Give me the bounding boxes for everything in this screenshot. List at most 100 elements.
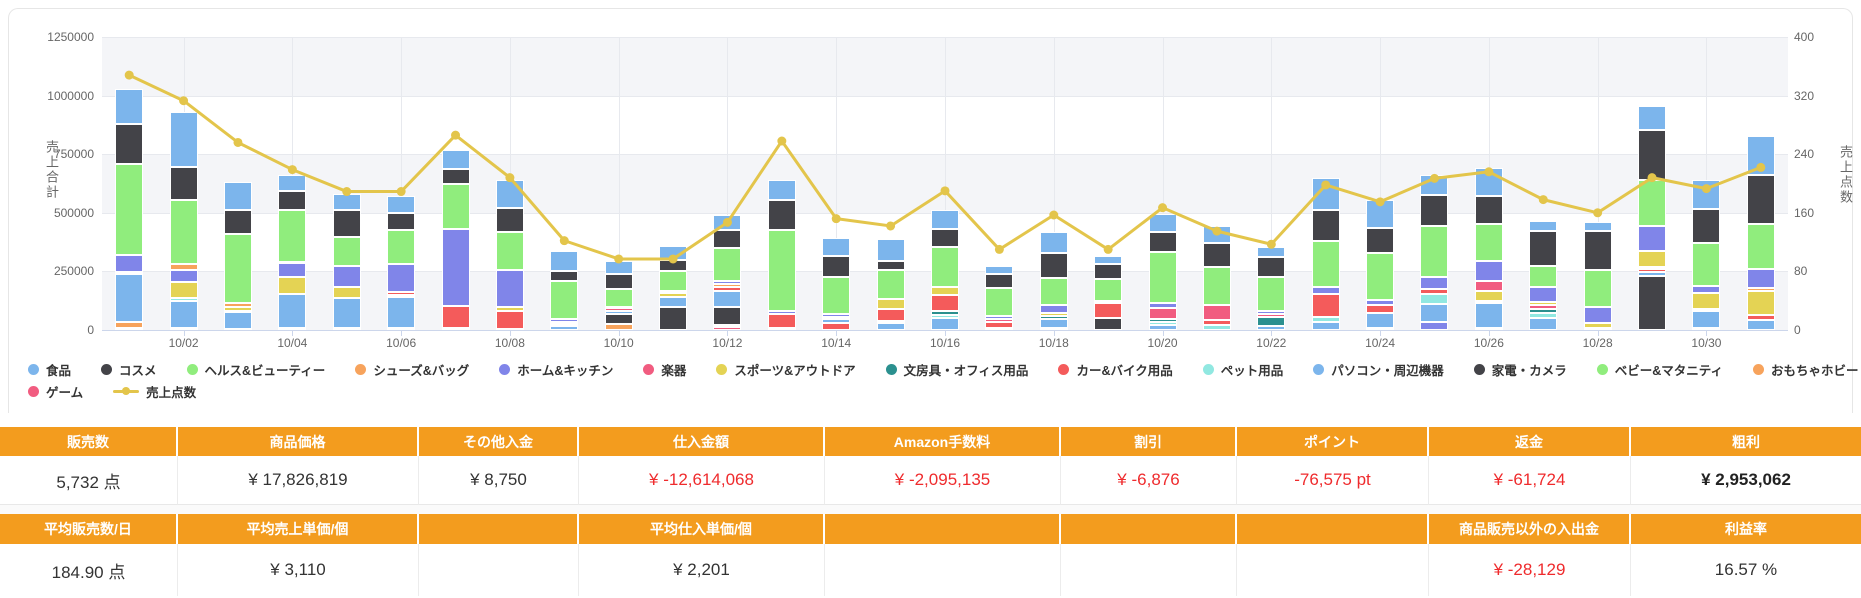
bar-segment-文房具・オフィス用品[interactable] (1474, 300, 1503, 304)
legend-item-売上点数[interactable]: 売上点数 (113, 382, 196, 401)
bar-segment-パソコン・周辺機器[interactable] (822, 318, 851, 324)
legend-item-ホーム&キッチン[interactable]: ホーム&キッチン (499, 360, 613, 379)
bar-segment-食品[interactable] (441, 149, 470, 170)
bar-segment-ヘルス&ビューティー[interactable] (1420, 226, 1449, 278)
bar-segment-コスメ[interactable] (495, 208, 524, 232)
bar-segment-パソコン・周辺機器[interactable] (332, 298, 361, 329)
bar-segment-食品[interactable] (1583, 222, 1612, 231)
bar-segment-コスメ[interactable] (767, 200, 796, 231)
bar-segment-パソコン・周辺機器[interactable] (1148, 325, 1177, 330)
bar-segment-パソコン・周辺機器[interactable] (659, 296, 688, 307)
bar-segment-スポーツ&アウトドア[interactable] (223, 307, 252, 311)
bar-segment-楽器[interactable] (1202, 305, 1231, 321)
bar-segment-ヘルス&ビューティー[interactable] (1257, 276, 1286, 311)
bar-segment-カー&バイク用品[interactable] (441, 305, 470, 329)
legend-item-家電・カメラ[interactable]: 家電・カメラ (1473, 360, 1567, 379)
bar-segment-食品[interactable] (1257, 247, 1286, 257)
bar-segment-パソコン・周辺機器[interactable] (550, 326, 579, 330)
bar-segment-楽器[interactable] (1474, 281, 1503, 291)
bar-segment-ペット用品[interactable] (1148, 321, 1177, 326)
bar-segment-食品[interactable] (495, 179, 524, 209)
legend-item-おもちゃホビー[interactable]: おもちゃホビー (1753, 360, 1859, 379)
bar-segment-コスメ[interactable] (1638, 130, 1667, 180)
bar-segment-コスメ[interactable] (1257, 256, 1286, 277)
bar-segment-ホーム&キッチン[interactable] (1366, 300, 1395, 306)
bar-segment-コスメ[interactable] (876, 261, 905, 271)
bar-segment-ヘルス&ビューティー[interactable] (550, 280, 579, 320)
bar-segment-パソコン・周辺機器[interactable] (1692, 311, 1721, 328)
bar-segment-コスメ[interactable] (822, 255, 851, 278)
bar-segment-カー&バイク用品[interactable] (767, 314, 796, 328)
bar-segment-パソコン・周辺機器[interactable] (1746, 320, 1775, 330)
bar-segment-スポーツ&アウトドア[interactable] (1583, 322, 1612, 328)
bar-segment-楽器[interactable] (1257, 314, 1286, 317)
bar-segment-食品[interactable] (985, 266, 1014, 275)
bar-segment-ホーム&キッチン[interactable] (115, 255, 144, 272)
bar-segment-ヘルス&ビューティー[interactable] (767, 230, 796, 311)
bar-segment-カー&バイク用品[interactable] (822, 323, 851, 330)
bar-segment-ヘルス&ビューティー[interactable] (985, 287, 1014, 316)
legend-item-ベビー&マタニティ[interactable]: ベビー&マタニティ (1596, 360, 1723, 379)
bar-segment-その他[interactable] (115, 328, 144, 331)
bar-segment-カー&バイク用品[interactable] (876, 308, 905, 321)
bar-segment-食品[interactable] (1529, 221, 1558, 232)
bar-segment-スポーツ&アウトドア[interactable] (1529, 301, 1558, 306)
bar-segment-食品[interactable] (1366, 199, 1395, 229)
bar-segment-パソコン・周辺機器[interactable] (713, 290, 742, 308)
bar-segment-その他[interactable] (1420, 321, 1449, 330)
bar-segment-ヘルス&ビューティー[interactable] (1583, 270, 1612, 307)
bar-segment-パソコン・周辺機器[interactable] (1420, 303, 1449, 322)
bar-segment-文房具・オフィス用品[interactable] (1529, 308, 1558, 314)
bar-segment-ホーム&キッチン[interactable] (713, 281, 742, 284)
bar-segment-ヘルス&ビューティー[interactable] (1529, 265, 1558, 288)
bar-segment-その他[interactable] (713, 324, 742, 328)
legend-item-コスメ[interactable]: コスメ (101, 360, 157, 379)
bar-segment-コスメ[interactable] (604, 273, 633, 289)
bar-segment-食品[interactable] (387, 196, 416, 213)
bar-segment-ヘルス&ビューティー[interactable] (1638, 179, 1667, 227)
bar-segment-ホーム&キッチン[interactable] (1583, 306, 1612, 323)
bar-segment-ペット用品[interactable] (169, 297, 198, 301)
bar-segment-食品[interactable] (1746, 136, 1775, 175)
bar-segment-食品[interactable] (1692, 179, 1721, 209)
bar-segment-パソコン・周辺機器[interactable] (115, 273, 144, 322)
bar-segment-ペット用品[interactable] (1529, 313, 1558, 319)
bar-segment-ヘルス&ビューティー[interactable] (115, 163, 144, 256)
legend-item-シューズ&バッグ[interactable]: シューズ&バッグ (355, 360, 469, 379)
bar-segment-楽器[interactable] (1094, 300, 1123, 304)
bar-segment-その他[interactable] (1474, 327, 1503, 330)
bar-segment-シューズ&バッグ[interactable] (1746, 288, 1775, 291)
bar-segment-食品[interactable] (169, 112, 198, 168)
bar-segment-ヘルス&ビューティー[interactable] (604, 288, 633, 307)
bar-segment-パソコン・周辺機器[interactable] (931, 317, 959, 330)
bar-segment-スポーツ&アウトドア[interactable] (931, 286, 959, 295)
bar-segment-食品[interactable] (1311, 177, 1340, 210)
bar-segment-コスメ[interactable] (931, 228, 959, 248)
bar-segment-コスメ[interactable] (332, 210, 361, 238)
bar-segment-シューズ&バッグ[interactable] (223, 303, 252, 308)
bar-segment-スポーツ&アウトドア[interactable] (278, 277, 307, 294)
bar-segment-スポーツ&アウトドア[interactable] (495, 306, 524, 312)
bar-segment-ヘルス&ビューティー[interactable] (659, 270, 688, 291)
bar-segment-食品[interactable] (1474, 168, 1503, 196)
bar-segment-楽器[interactable] (1583, 327, 1612, 330)
bar-segment-ホーム&キッチン[interactable] (985, 315, 1014, 320)
legend-item-パソコン・周辺機器[interactable]: パソコン・周辺機器 (1313, 360, 1444, 379)
bar-segment-楽器[interactable] (604, 308, 633, 311)
bar-segment-ペット用品[interactable] (876, 320, 905, 323)
bar-segment-ホーム&キッチン[interactable] (169, 270, 198, 282)
bar-segment-楽器[interactable] (985, 319, 1014, 323)
bar-segment-コスメ[interactable] (1583, 230, 1612, 271)
bar-segment-スポーツ&アウトドア[interactable] (659, 293, 688, 297)
bar-segment-ゲーム[interactable] (1039, 328, 1068, 331)
bar-segment-ホーム&キッチン[interactable] (550, 319, 579, 322)
bar-segment-食品[interactable] (822, 237, 851, 256)
bar-segment-パソコン・周辺機器[interactable] (1474, 303, 1503, 328)
bar-segment-食品[interactable] (604, 261, 633, 274)
bar-segment-ヘルス&ビューティー[interactable] (931, 247, 959, 287)
bar-segment-ヘルス&ビューティー[interactable] (713, 248, 742, 281)
bar-segment-カー&バイク用品[interactable] (550, 323, 579, 327)
bar-segment-パソコン・周辺機器[interactable] (1257, 326, 1286, 330)
bar-segment-ヘルス&ビューティー[interactable] (1692, 243, 1721, 287)
bar-segment-ヘルス&ビューティー[interactable] (387, 230, 416, 265)
